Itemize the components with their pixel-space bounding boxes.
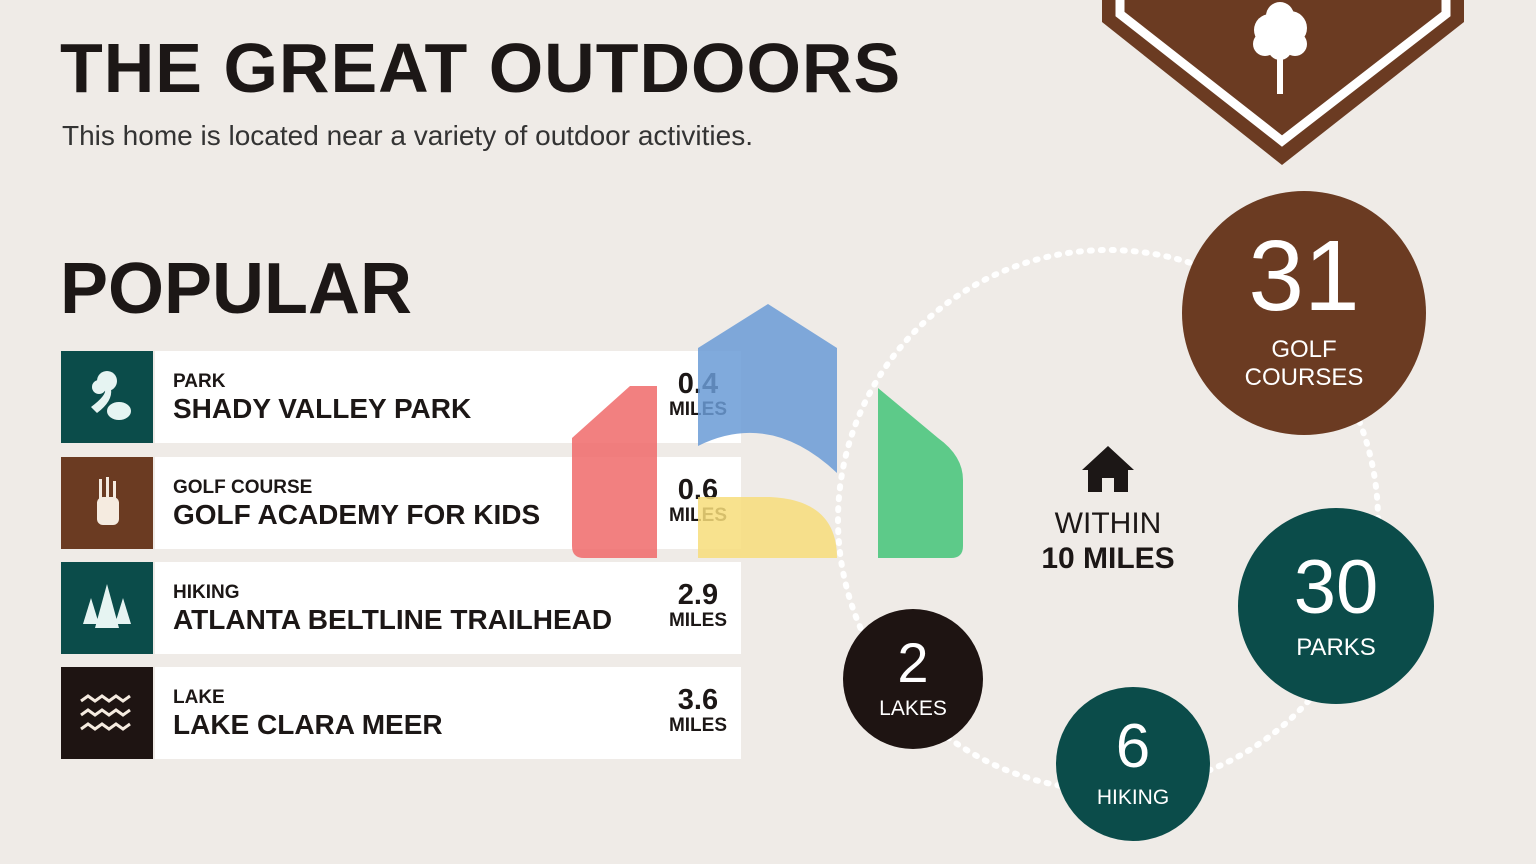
stat-golf-courses: 31 GOLF COURSES [1182, 191, 1426, 435]
tree-badge [1102, 0, 1464, 165]
pine-trees-icon [61, 562, 153, 654]
stat-hiking: 6 HIKING [1056, 687, 1210, 841]
stat-label: COURSES [1244, 364, 1364, 391]
golf-bag-icon [61, 457, 153, 549]
park-icon [61, 351, 153, 443]
within-distance: 10 MILES [1041, 542, 1175, 575]
item-unit: MILES [668, 715, 727, 736]
page-subtitle: This home is located near a variety of o… [62, 120, 754, 151]
item-category: HIKING [173, 582, 240, 603]
stat-count: 30 [1293, 545, 1379, 630]
stat-count: 31 [1248, 220, 1360, 332]
within-label: WITHIN [1054, 507, 1162, 540]
stat-label: HIKING [1096, 786, 1170, 809]
item-distance: 3.6 [677, 684, 719, 716]
stat-label: LAKES [879, 697, 947, 720]
stat-parks: 30 PARKS [1238, 508, 1434, 704]
item-name: LAKE CLARA MEER [173, 709, 443, 740]
item-category: GOLF COURSE [173, 477, 313, 498]
stat-label: GOLF [1271, 336, 1337, 363]
stat-count: 2 [897, 631, 929, 694]
item-name: SHADY VALLEY PARK [173, 393, 472, 424]
item-unit: MILES [668, 610, 727, 631]
item-distance: 2.9 [677, 579, 719, 611]
page-title: THE GREAT OUTDOORS [60, 29, 902, 107]
waves-icon [61, 667, 153, 759]
tree-icon [1253, 2, 1307, 94]
stat-label: PARKS [1296, 634, 1376, 661]
list-item: LAKE LAKE CLARA MEER 3.6 MILES [61, 667, 741, 759]
item-category: PARK [173, 371, 226, 392]
popular-heading: POPULAR [60, 249, 413, 329]
watermark-logo [572, 304, 963, 558]
house-icon [1082, 446, 1134, 492]
item-category: LAKE [173, 687, 225, 708]
item-name: GOLF ACADEMY FOR KIDS [173, 499, 541, 530]
stat-lakes: 2 LAKES [843, 609, 983, 749]
list-item: HIKING ATLANTA BELTLINE TRAILHEAD 2.9 MILES [61, 562, 741, 654]
item-name: ATLANTA BELTLINE TRAILHEAD [173, 604, 613, 635]
stat-count: 6 [1115, 712, 1151, 781]
